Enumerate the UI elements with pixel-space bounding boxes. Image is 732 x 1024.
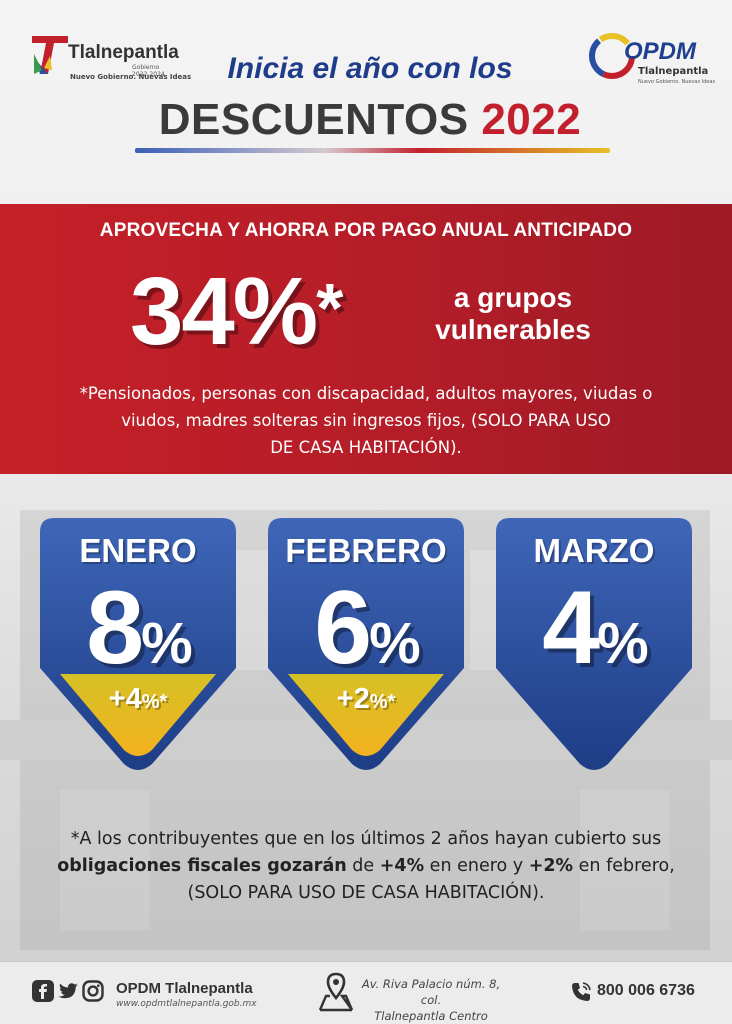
tlalnepantla-logo-slogan: Nuevo Gobierno. Nuevas Ideas — [70, 73, 192, 81]
opdm-logo-icon — [589, 33, 635, 79]
promo-footnote-line-2: viudos, madres solteras sin ingresos fij… — [121, 411, 611, 430]
promo-footnote-line-3: DE CASA HABITACIÓN). — [270, 438, 462, 457]
discount-month: ENERO — [79, 532, 197, 569]
bonus-footnote-line-3: (SOLO PARA USO DE CASA HABITACIÓN). — [187, 883, 545, 903]
phone-number[interactable]: 800 006 6736 — [597, 982, 695, 999]
opdm-logo-text: OPDM — [624, 38, 696, 65]
bonus-footnote-bold-2: +4% — [379, 856, 425, 876]
discount-symbol: % — [597, 611, 649, 676]
discount-card-enero: ENERO 8% +4%* — [40, 518, 236, 770]
opdm-logo: OPDM Tlalnepantla Nuevo Gobierno. Nuevas… — [588, 30, 715, 86]
promo-banner — [0, 204, 732, 474]
footer — [0, 962, 732, 1024]
discount-value: 4 — [542, 570, 600, 686]
discount-bonus: +2%* — [268, 683, 464, 716]
opdm-logo-slogan: Nuevo Gobierno. Nuevas Ideas — [638, 79, 716, 85]
discount-card-shape — [268, 518, 464, 770]
address-line-1: Av. Riva Palacio núm. 8, col. — [361, 977, 501, 1007]
discount-bonus-value: +4 — [108, 683, 142, 715]
discount-value: 6 — [314, 570, 372, 686]
discount-bonus-value: +2 — [336, 683, 370, 715]
headline-discounts: DESCUENTOS — [158, 95, 469, 144]
promo-target-groups: a grupos vulnerables — [418, 282, 608, 346]
discount-percent: 4% — [496, 576, 692, 696]
instagram-icon[interactable] — [82, 980, 104, 1002]
social-account-name: OPDM Tlalnepantla — [116, 980, 253, 997]
headline-underline — [135, 148, 610, 153]
tlalnepantla-logo: Tlalnepantla Gobierno 2022-2024 Nuevo Go… — [28, 30, 191, 82]
twitter-icon[interactable] — [57, 980, 79, 1002]
bonus-footnote-text-3: en enero y — [424, 856, 529, 876]
bonus-footnote-line-1: *A los contribuyentes que en los últimos… — [70, 829, 662, 849]
bonus-footnote-text-2: de — [346, 856, 380, 876]
discount-percent: 8% — [40, 576, 236, 696]
bonus-footnote: *A los contribuyentes que en los últimos… — [20, 826, 712, 907]
promo-heading: APROVECHA Y AHORRA POR PAGO ANUAL ANTICI… — [99, 220, 633, 241]
promo-groups-line-1: a grupos — [453, 282, 573, 313]
discount-percent: 6% — [268, 576, 464, 696]
opdm-logo-subtitle: Tlalnepantla — [638, 66, 709, 77]
social-icons — [32, 980, 107, 1004]
discount-card-shape — [496, 518, 692, 770]
discount-symbol: % — [141, 611, 193, 676]
bonus-footnote-text-4: en febrero, — [573, 856, 675, 876]
headline-line-1: Inicia el año con los — [227, 52, 513, 85]
discount-month: FEBRERO — [285, 532, 447, 569]
phone-icon — [572, 982, 591, 1001]
headline-year: 2022 — [481, 95, 582, 144]
promo-discount-number: 34% — [130, 258, 318, 365]
tlalnepantla-logo-text: Tlalnepantla — [68, 42, 179, 63]
tlalnepantla-logo-icon — [32, 36, 68, 74]
promo-footnote-line-1: *Pensionados, personas con discapacidad,… — [79, 384, 653, 403]
bonus-footnote-bold-1: obligaciones fiscales gozarán — [57, 856, 347, 876]
bonus-footnote-bold-3: +2% — [528, 856, 574, 876]
tlalnepantla-logo-years: Gobierno 2022-2024 — [132, 64, 165, 78]
map-pin-icon — [318, 972, 354, 1012]
discount-month: MARZO — [533, 532, 655, 569]
discount-symbol: % — [369, 611, 421, 676]
discount-card-shape — [40, 518, 236, 770]
office-address: Av. Riva Palacio núm. 8, col. Tlalnepant… — [356, 976, 506, 1024]
promo-footnote: *Pensionados, personas con discapacidad,… — [40, 380, 692, 461]
facebook-icon[interactable] — [32, 980, 54, 1002]
discount-card-marzo: MARZO 4% — [496, 518, 692, 770]
promo-groups-line-2: vulnerables — [435, 314, 591, 345]
discount-bonus-symbol: %* — [141, 691, 168, 713]
headline-line-2: DESCUENTOS 2022 — [120, 95, 620, 145]
discount-value: 8 — [86, 570, 144, 686]
address-line-2: Tlalnepantla Centro — [374, 1009, 488, 1023]
discount-bonus-symbol: %* — [369, 691, 396, 713]
discount-bonus: +4%* — [40, 683, 236, 716]
bonus-footnote-line-2: obligaciones fiscales gozarán de +4% en … — [20, 853, 712, 880]
promo-discount-value: 34%* — [130, 262, 343, 362]
promo-asterisk: * — [316, 269, 343, 347]
discount-card-febrero: FEBRERO 6% +2%* — [268, 518, 464, 770]
website-link[interactable]: www.opdmtlalnepantla.gob.mx — [116, 999, 257, 1009]
